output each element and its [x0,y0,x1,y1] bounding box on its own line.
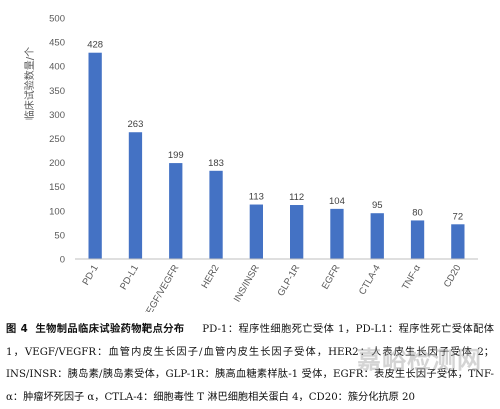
value-label: 183 [208,158,224,169]
y-tick-label: 0 [60,255,65,266]
figure-caption: 图 4 生物制品临床试验药物靶点分布 PD-1：程序性细胞死亡受体 1，PD-L… [6,319,494,409]
bar [330,208,344,259]
value-label: 112 [289,192,304,203]
value-label: 199 [168,150,184,161]
y-tick-label: 300 [49,110,65,121]
bar [209,170,223,259]
x-category-label: PD-L1 [118,263,141,292]
value-label: 263 [128,119,144,130]
bar-chart: 0 50 100 150 200 250 300 350 400 450 500 428 263 199… [23,14,478,312]
y-tick-label: 350 [49,86,65,97]
y-tick-label: 100 [49,206,65,217]
y-tick-label: 250 [49,134,65,145]
y-tick-label: 450 [49,38,65,49]
x-category-label: EGFR [320,263,343,291]
x-category-label: VEGF/VEGFR [141,263,181,312]
bar [249,204,263,259]
bar [169,163,183,259]
bar [88,52,102,260]
x-category-label: TNF-α [400,263,423,292]
x-category-label: PD-1 [80,263,100,287]
figure-caption-body: PD-1：程序性细胞死亡受体 1，PD-L1：程序性死亡受体配体 1，VEGF/… [6,324,494,403]
y-tick-label: 50 [54,230,65,241]
bars [88,52,465,260]
value-label: 104 [329,196,345,207]
value-label: 72 [453,211,464,222]
x-category-label: HER2 [199,263,221,290]
x-category-label: CTLA-4 [357,263,383,297]
figure-number: 图 4 [6,324,28,335]
x-category-label: GLP-1R [276,263,303,298]
figure-title: 生物制品临床试验药物靶点分布 [35,324,185,335]
bar [290,205,304,259]
bar [451,224,465,259]
value-label: 95 [372,200,383,211]
value-label: 80 [412,207,423,218]
x-category-label: CD20 [442,263,464,290]
y-tick-label: 400 [49,62,65,73]
bar [128,132,143,259]
value-labels: 428 263 199 183 113 112 104 95 80 72 [87,40,463,223]
bar [410,220,425,259]
y-axis-title: 临床试验数量/个 [23,47,36,120]
x-category-label: INS/INSR [232,263,262,304]
y-tick-label: 200 [49,158,65,169]
y-tick-label: 500 [49,14,65,25]
value-label: 113 [249,192,264,203]
bar [370,213,384,259]
y-axis-ticks: 0 50 100 150 200 250 300 350 400 450 500 [49,14,65,266]
x-axis-labels: PD-1 PD-L1 VEGF/VEGFR HER2 INS/INSR GLP-1R EGF… [80,263,463,312]
value-label: 428 [87,40,103,51]
y-tick-label: 150 [49,182,65,193]
